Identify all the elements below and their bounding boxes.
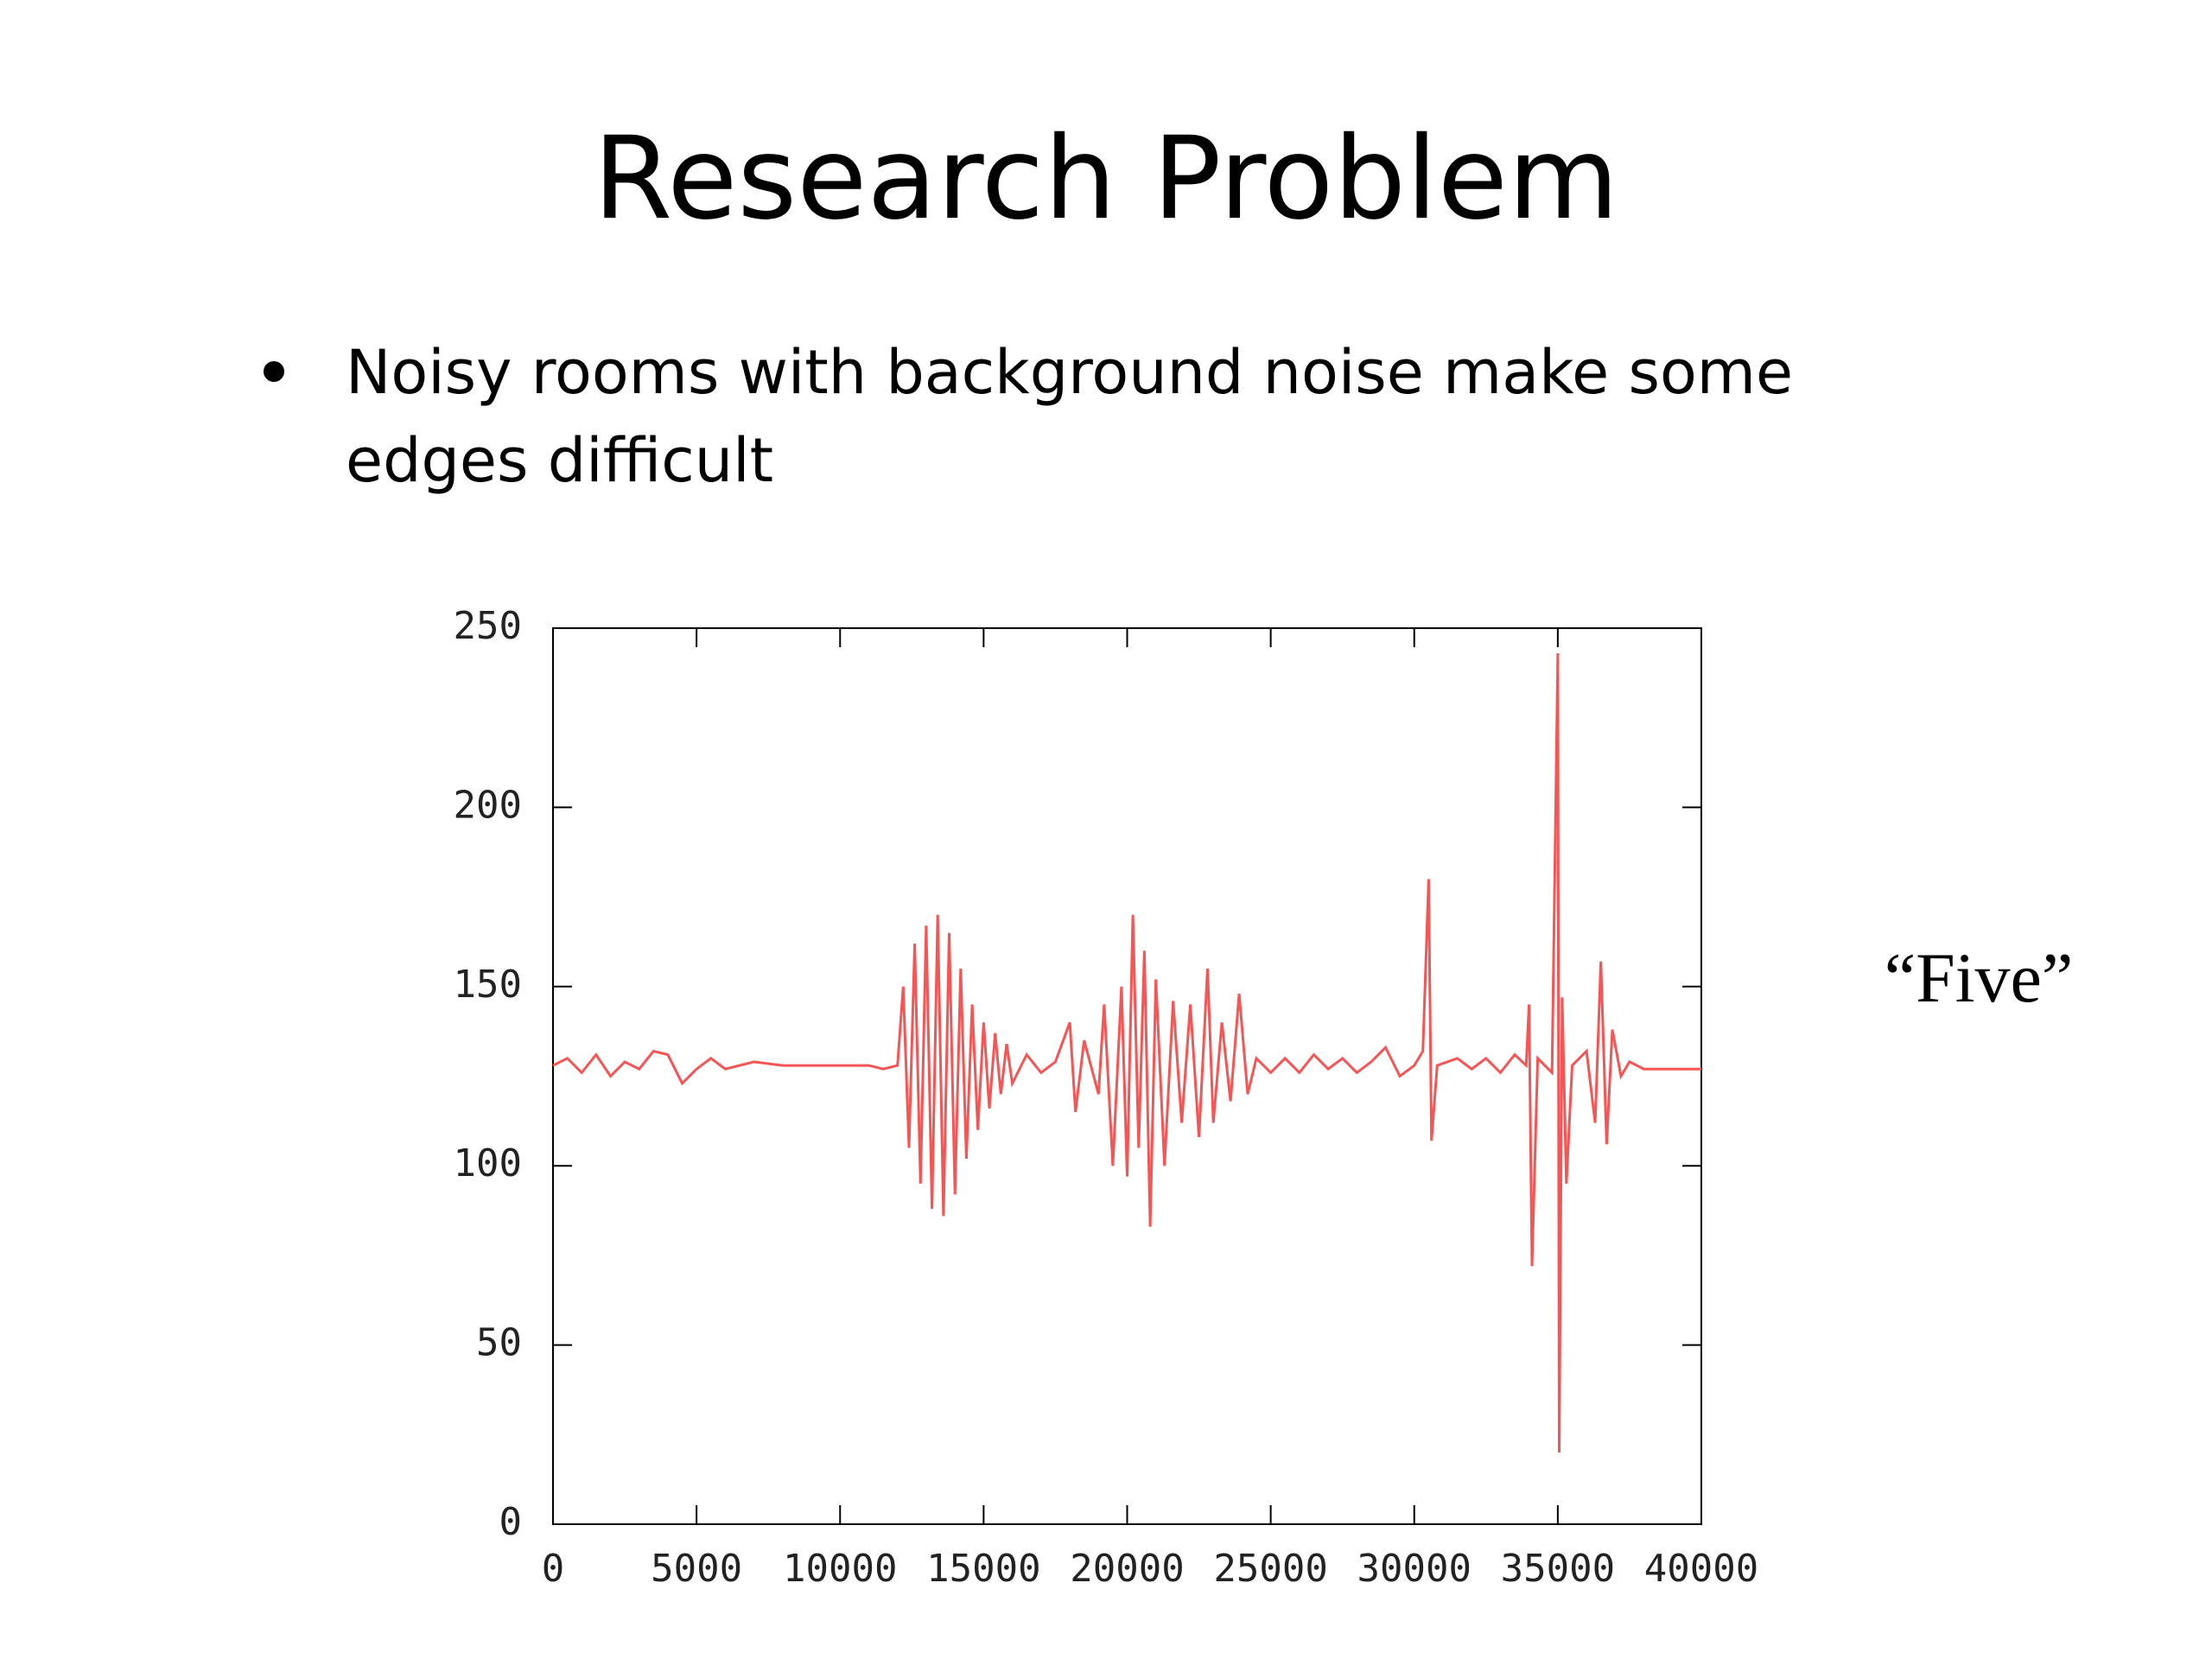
x-tick-label: 0	[542, 1547, 565, 1591]
bullet-text: Noisy rooms with background noise make s…	[346, 337, 1794, 496]
x-tick-label: 5000	[651, 1547, 742, 1591]
y-tick-label: 100	[454, 1141, 522, 1185]
y-tick-label: 200	[454, 783, 522, 827]
x-tick-label: 15000	[926, 1547, 1040, 1591]
slide-title: Research Problem	[593, 112, 1619, 245]
x-tick-label: 25000	[1213, 1547, 1327, 1591]
y-tick-label: 250	[454, 604, 522, 648]
y-tick-label: 0	[499, 1500, 523, 1544]
annotation: “Five”	[1885, 938, 2074, 1017]
x-tick-label: 20000	[1070, 1547, 1184, 1591]
x-tick-label: 40000	[1644, 1547, 1758, 1591]
y-tick-label: 150	[454, 963, 522, 1007]
waveform	[552, 652, 1701, 1453]
x-tick-label: 35000	[1501, 1547, 1615, 1591]
bullet-dot	[264, 361, 284, 382]
y-tick-label: 50	[476, 1321, 522, 1365]
x-tick-label: 30000	[1357, 1547, 1471, 1591]
x-tick-label: 10000	[783, 1547, 897, 1591]
